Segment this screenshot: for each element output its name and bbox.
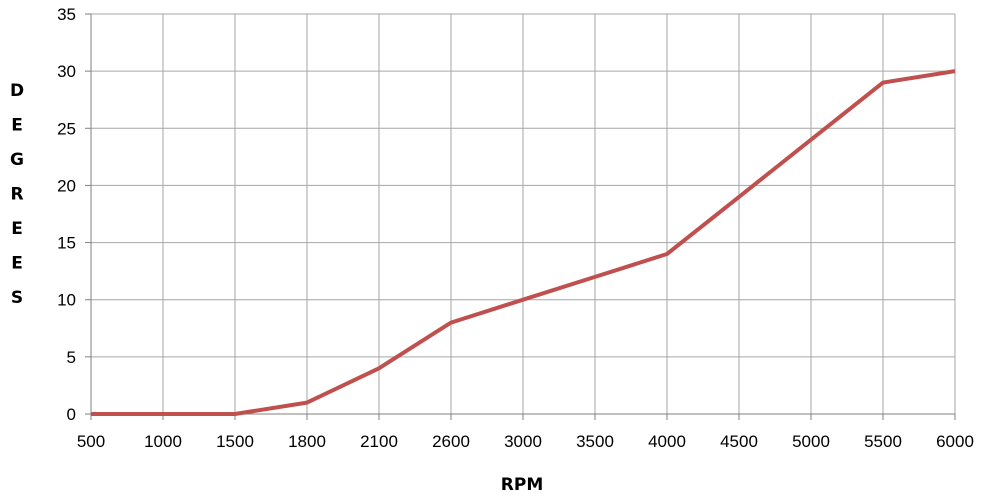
x-tick-label: 4500 bbox=[720, 432, 758, 451]
y-axis-title-letter: R bbox=[10, 185, 23, 205]
y-axis-title-letter: G bbox=[10, 150, 24, 170]
y-axis-title-letter: D bbox=[10, 81, 24, 101]
x-tick-label: 2100 bbox=[360, 432, 398, 451]
x-tick-labels: 500 1000 1500 1800 2100 2600 3000 3500 4000 4500 5… bbox=[77, 432, 974, 451]
grid bbox=[91, 13, 956, 414]
y-axis-title-letter: E bbox=[11, 116, 23, 136]
x-tick-label: 3000 bbox=[504, 432, 542, 451]
x-axis-title: RPM bbox=[501, 475, 543, 495]
x-tick-label: 6000 bbox=[936, 432, 974, 451]
x-tick-label: 2600 bbox=[432, 432, 470, 451]
x-tick-label: 5000 bbox=[792, 432, 830, 451]
x-tick-label: 1800 bbox=[288, 432, 326, 451]
y-axis-title-letter: E bbox=[11, 254, 23, 274]
x-tick-label: 3500 bbox=[576, 432, 614, 451]
x-tick-label: 1000 bbox=[144, 432, 182, 451]
x-tick-label: 500 bbox=[77, 432, 105, 451]
y-tick-label: 35 bbox=[57, 5, 76, 24]
y-tick-label: 10 bbox=[57, 291, 76, 310]
x-tick-label: 1500 bbox=[216, 432, 254, 451]
y-tick-label: 15 bbox=[57, 234, 76, 253]
series bbox=[91, 69, 956, 416]
x-tick-label: 5500 bbox=[864, 432, 902, 451]
y-tick-label: 0 bbox=[67, 405, 76, 424]
series-line bbox=[91, 69, 956, 416]
y-tick-label: 30 bbox=[57, 62, 76, 81]
x-tick-label: 4000 bbox=[648, 432, 686, 451]
y-tick-label: 5 bbox=[67, 348, 76, 367]
y-tick-label: 25 bbox=[57, 119, 76, 138]
y-tick-label: 20 bbox=[57, 176, 76, 195]
axes bbox=[85, 13, 956, 420]
y-axis-title-letter: E bbox=[11, 219, 23, 239]
y-axis-title-letter: S bbox=[11, 288, 23, 308]
y-tick-labels: 0 5 10 15 20 25 30 35 bbox=[57, 5, 76, 424]
